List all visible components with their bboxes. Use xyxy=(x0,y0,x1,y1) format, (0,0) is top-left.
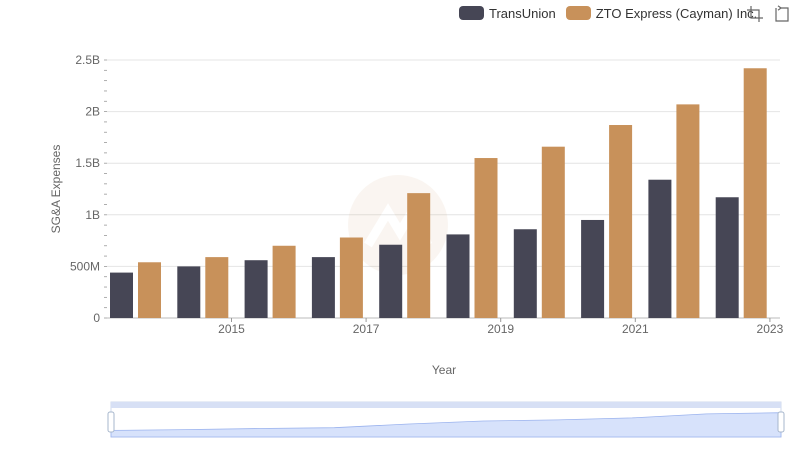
x-axis: 2015 2017 2019 2021 2023 xyxy=(218,318,784,336)
x-tick-label: 2015 xyxy=(218,322,245,336)
x-tick-label: 2017 xyxy=(353,322,380,336)
bar-zto-2023[interactable] xyxy=(743,68,767,318)
legend-label-zto: ZTO Express (Cayman) Inc. xyxy=(595,5,758,21)
y-tick-label: 1.5B xyxy=(75,156,100,170)
bar-transunion-2014[interactable] xyxy=(110,272,133,318)
bar-transunion-2019[interactable] xyxy=(446,234,470,318)
bar-transunion-2020[interactable] xyxy=(513,229,537,318)
zoom-slider-preview xyxy=(110,412,782,438)
bar-transunion-2023[interactable] xyxy=(715,197,739,318)
y-tick-label: 0 xyxy=(93,311,100,325)
data-zoom-slider[interactable] xyxy=(107,401,785,438)
legend-label-transunion: TransUnion xyxy=(489,5,556,21)
zoom-select-icon[interactable] xyxy=(746,5,764,23)
bar-transunion-2016[interactable] xyxy=(244,260,268,318)
legend: TransUnion ZTO Express (Cayman) Inc. xyxy=(459,4,767,22)
bar-transunion-2022[interactable] xyxy=(648,179,672,318)
y-tick-label: 500M xyxy=(70,259,100,273)
bar-zto-2017[interactable] xyxy=(339,237,363,318)
bar-transunion-2021[interactable] xyxy=(581,219,605,318)
bar-transunion-2017[interactable] xyxy=(311,257,335,318)
x-axis-title: Year xyxy=(432,363,456,377)
bar-transunion-2018[interactable] xyxy=(379,244,403,318)
y-tick-label: 2B xyxy=(85,105,100,119)
toolbox xyxy=(746,5,790,23)
bar-zto-2020[interactable] xyxy=(541,146,565,318)
legend-item-zto[interactable]: ZTO Express (Cayman) Inc. xyxy=(565,5,758,21)
bar-zto-2022[interactable] xyxy=(676,104,700,318)
legend-swatch-transunion xyxy=(459,6,484,20)
legend-swatch-zto xyxy=(565,6,591,20)
bar-transunion-2015[interactable] xyxy=(177,266,201,318)
zoom-slider-top-bar[interactable] xyxy=(111,402,781,408)
x-tick-label: 2021 xyxy=(622,322,649,336)
y-tick-label: 2.5B xyxy=(75,53,100,67)
x-tick-label: 2019 xyxy=(487,322,514,336)
bar-zto-2014[interactable] xyxy=(138,262,161,318)
legend-item-transunion[interactable]: TransUnion xyxy=(459,6,556,21)
bar-zto-2019[interactable] xyxy=(474,158,498,318)
zoom-handle-left[interactable] xyxy=(107,411,115,433)
x-tick-label: 2023 xyxy=(757,322,784,336)
y-axis-title: SG&A Expenses xyxy=(49,145,63,234)
y-tick-label: 1B xyxy=(85,208,100,222)
bar-zto-2021[interactable] xyxy=(609,125,633,319)
y-axis: 0 500M 1B 1.5B 2B 2.5B xyxy=(70,53,107,325)
bar-zto-2018[interactable] xyxy=(407,193,431,318)
bar-zto-2016[interactable] xyxy=(272,245,296,318)
zoom-reset-icon[interactable] xyxy=(772,5,790,23)
zoom-handle-right[interactable] xyxy=(777,411,785,433)
bar-zto-2015[interactable] xyxy=(205,257,229,318)
bars xyxy=(110,68,767,319)
